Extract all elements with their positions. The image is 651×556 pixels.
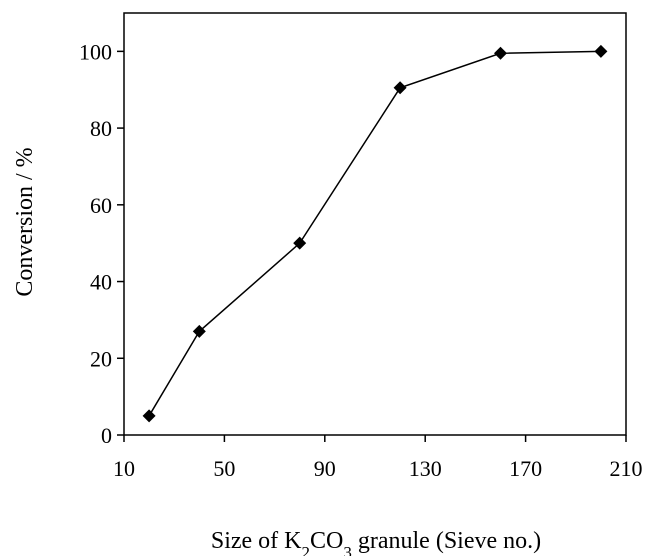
x-tick-label: 170 <box>509 456 542 481</box>
data-point-marker <box>293 236 307 250</box>
data-point-marker <box>192 324 206 338</box>
y-tick-label: 0 <box>101 423 112 448</box>
plot-frame <box>123 12 627 436</box>
x-tick-label: 90 <box>314 456 336 481</box>
x-tick-label: 210 <box>610 456 643 481</box>
x-axis-title-post: granule (Sieve no.) <box>352 528 541 554</box>
y-tick-label: 100 <box>79 39 112 64</box>
y-axis-ticks: 0 20 40 60 80 100 <box>79 39 124 448</box>
x-tick-label: 50 <box>213 456 235 481</box>
data-point-marker <box>393 81 407 95</box>
x-axis-title-sub1: 2 <box>302 543 311 556</box>
y-tick-label: 60 <box>90 193 112 218</box>
y-axis-title: Conversion / % <box>12 147 38 296</box>
data-point-marker <box>594 44 608 58</box>
data-point-marker <box>142 409 156 423</box>
x-tick-label: 130 <box>409 456 442 481</box>
x-tick-label: 10 <box>113 456 135 481</box>
x-axis-title-pre: Size of K <box>211 528 302 554</box>
x-axis-ticks: 10 50 90 130 170 210 <box>113 435 643 481</box>
x-axis-title-mid: CO <box>310 528 343 554</box>
series-line <box>148 50 601 417</box>
y-tick-label: 20 <box>90 346 112 371</box>
y-tick-label: 80 <box>90 116 112 141</box>
data-point-marker <box>494 46 507 60</box>
plot-area-border <box>123 12 627 436</box>
series-group <box>142 44 608 423</box>
x-axis-title: Size of K2CO3 granule (Sieve no.) <box>211 528 541 556</box>
y-tick-label: 40 <box>90 270 112 295</box>
x-axis-title-sub2: 3 <box>343 543 352 556</box>
